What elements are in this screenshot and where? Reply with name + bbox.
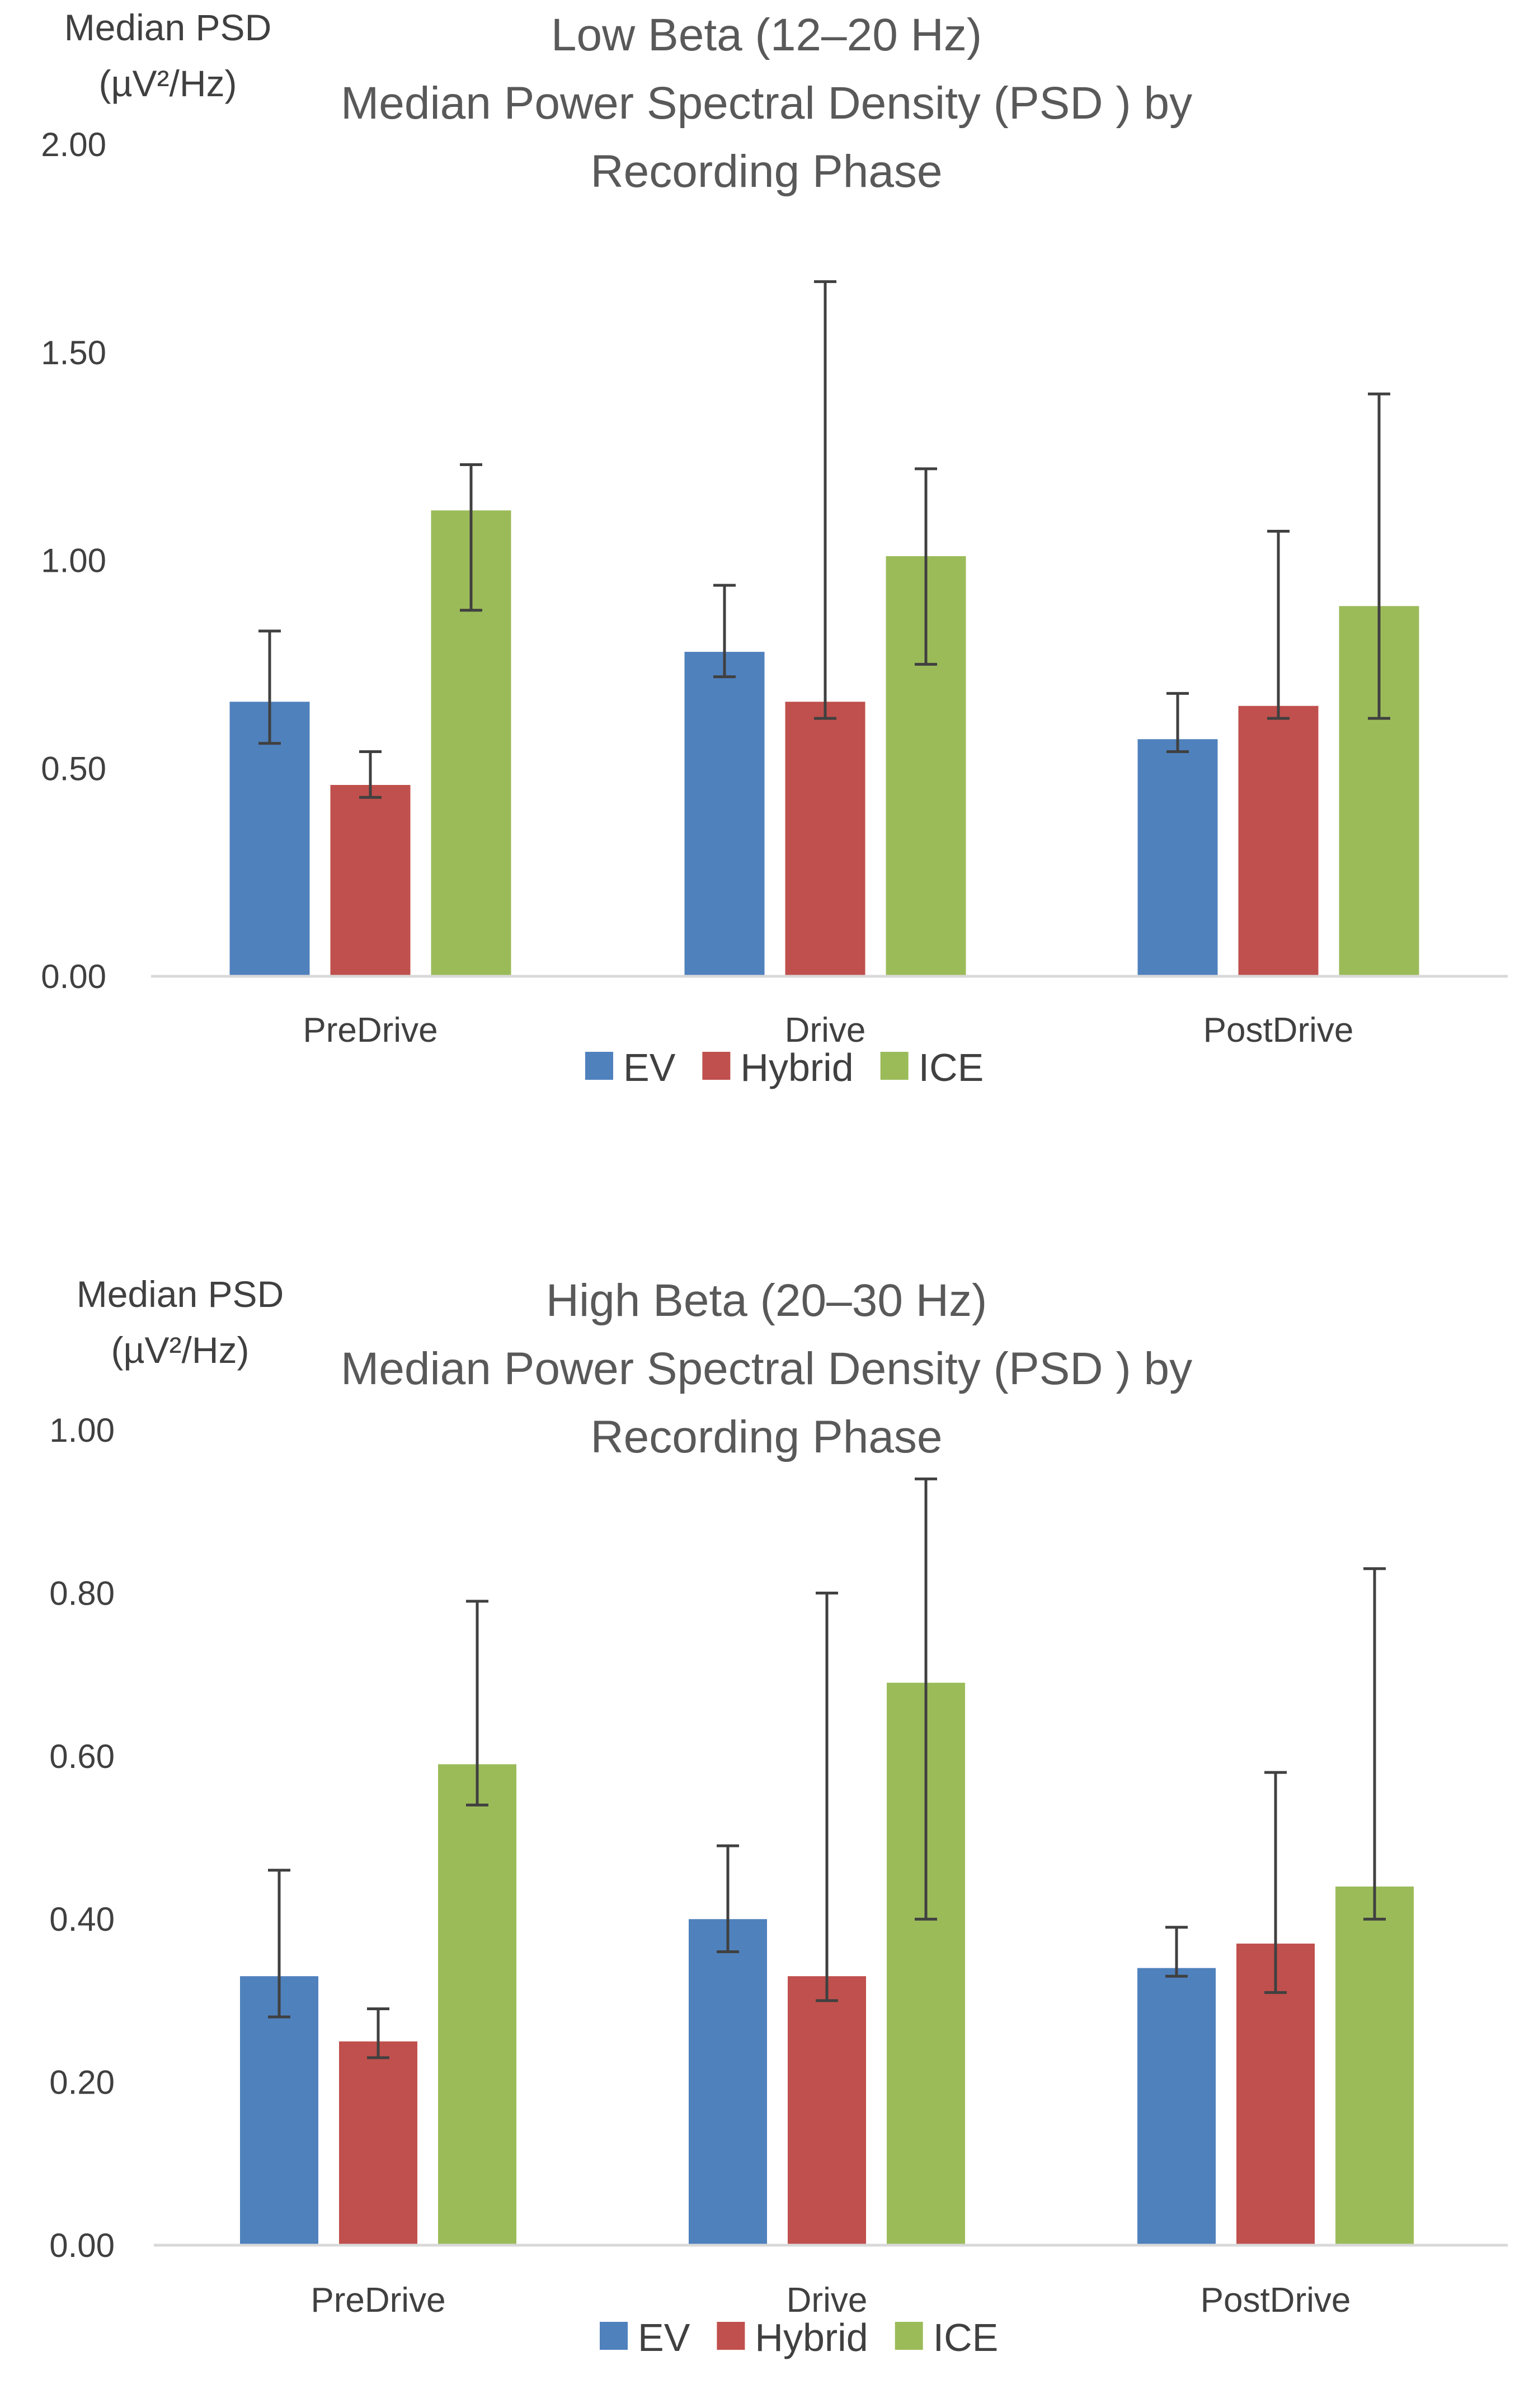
chart-subtitle: Median Power Spectral Density (PSD ) by R… <box>341 1343 1192 1462</box>
x-category-label: Drive <box>785 1011 866 1050</box>
legend-swatch-ev <box>585 1052 613 1080</box>
bar-hybrid-predrive <box>339 2041 417 2245</box>
error-bar-ice-postdrive <box>1363 1567 1386 1921</box>
y-axis-label: (µV²/Hz) <box>99 63 237 104</box>
y-tick-label: 1.00 <box>49 1412 115 1449</box>
y-tick-label: 0.00 <box>49 2227 115 2264</box>
error-bar-hybrid-predrive <box>367 2007 389 2059</box>
x-category-label: PostDrive <box>1201 2281 1351 2320</box>
error-bar-ev-postdrive <box>1166 692 1189 754</box>
x-category-label: PreDrive <box>310 2281 445 2320</box>
bar-ice-postdrive <box>1335 1886 1414 2245</box>
chart-2: Median PSD (µV²/Hz) High Beta (20–30 Hz) Me… <box>49 1273 1508 2359</box>
y-axis-label: Median PSD <box>64 7 272 48</box>
y-axis-label: Median PSD <box>77 1273 284 1315</box>
bar-ev-predrive <box>229 702 310 976</box>
error-bar-ev-postdrive <box>1165 1926 1188 1978</box>
bar-ev-drive <box>684 652 765 976</box>
legend-swatch-ev <box>600 2322 628 2350</box>
error-bar-hybrid-postdrive <box>1264 1771 1287 1994</box>
y-tick-label: 1.50 <box>41 334 106 371</box>
error-bar-hybrid-postdrive <box>1267 529 1290 720</box>
legend-label-ice: ICE <box>919 1046 984 1089</box>
bar-hybrid-drive <box>785 702 865 976</box>
bar-ev-postdrive <box>1137 1968 1216 2245</box>
chart-title: High Beta (20–30 Hz) <box>546 1275 987 1326</box>
bar-ev-postdrive <box>1137 739 1218 976</box>
bar-hybrid-drive <box>788 1976 866 2245</box>
x-category-label: Drive <box>787 2281 868 2320</box>
y-tick-label: 1.00 <box>41 542 106 580</box>
error-bar-ice-predrive <box>460 463 482 612</box>
error-bar-ev-drive <box>713 584 736 679</box>
bar-hybrid-predrive <box>330 784 411 976</box>
x-category-label: PostDrive <box>1203 1011 1354 1050</box>
error-bar-ice-drive <box>915 467 937 666</box>
y-tick-label: 0.80 <box>49 1574 115 1612</box>
y-tick-label: 0.20 <box>49 2064 115 2101</box>
y-tick-label: 0.50 <box>41 750 106 787</box>
error-bar-ice-postdrive <box>1368 392 1390 720</box>
legend: EV Hybrid ICE <box>600 2316 998 2359</box>
error-bar-hybrid-drive <box>814 280 836 720</box>
y-tick-label: 0.00 <box>41 958 106 995</box>
chart-1: Median PSD (µV²/Hz) Low Beta (12–20 Hz) Med… <box>41 7 1508 1089</box>
y-tick-label: 0.40 <box>49 1901 115 1938</box>
chart-title: Low Beta (12–20 Hz) <box>551 10 982 60</box>
y-tick-label: 0.60 <box>49 1738 115 1775</box>
error-bar-hybrid-drive <box>816 1591 838 2002</box>
error-bar-ev-predrive <box>258 629 281 745</box>
error-bar-ev-predrive <box>268 1869 290 2019</box>
legend-label-ev: EV <box>638 2316 690 2359</box>
legend: EV Hybrid ICE <box>585 1046 984 1089</box>
legend-label-ev: EV <box>623 1046 676 1089</box>
bar-ev-drive <box>689 1919 767 2245</box>
error-bar-hybrid-predrive <box>359 750 382 799</box>
bar-ev-predrive <box>240 1976 318 2245</box>
error-bar-ice-drive <box>915 1477 937 1921</box>
legend-label-ice: ICE <box>933 2316 999 2359</box>
error-bar-ev-drive <box>717 1844 739 1953</box>
legend-swatch-hybrid <box>717 2322 745 2350</box>
legend-label-hybrid: Hybrid <box>740 1046 853 1089</box>
error-bar-ice-predrive <box>466 1600 488 1807</box>
y-tick-label: 2.00 <box>41 126 106 163</box>
bar-ice-predrive <box>438 1764 516 2245</box>
bar-hybrid-postdrive <box>1238 706 1319 976</box>
legend-label-hybrid: Hybrid <box>755 2316 868 2359</box>
legend-swatch-ice <box>880 1052 909 1080</box>
y-axis-label: (µV²/Hz) <box>111 1329 250 1371</box>
chart-subtitle: Median Power Spectral Density (PSD ) by R… <box>341 78 1192 197</box>
x-category-label: PreDrive <box>303 1011 437 1050</box>
legend-swatch-ice <box>895 2322 923 2350</box>
legend-swatch-hybrid <box>702 1052 731 1080</box>
